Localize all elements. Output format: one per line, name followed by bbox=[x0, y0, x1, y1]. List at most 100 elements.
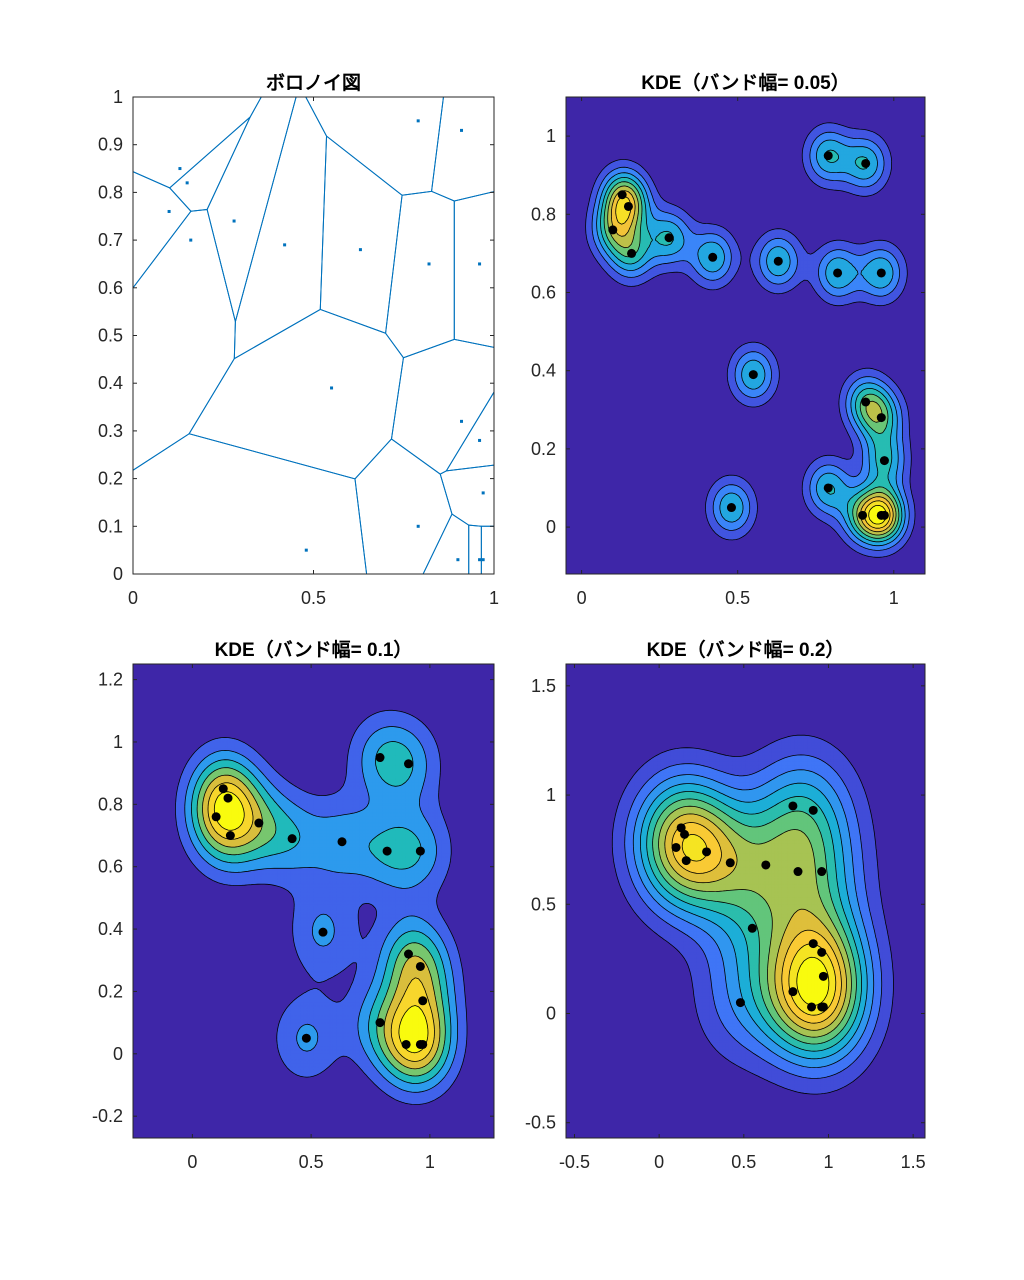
x-tick-label: 1 bbox=[823, 1152, 833, 1172]
y-tick-label: 0.3 bbox=[98, 421, 123, 441]
contour-line bbox=[196, 767, 446, 1077]
data-point bbox=[404, 949, 413, 959]
data-point bbox=[418, 996, 428, 1006]
site-point bbox=[478, 262, 482, 266]
y-tick-label: 0 bbox=[113, 564, 123, 584]
x-tick-label: 0.5 bbox=[731, 1152, 756, 1172]
site-point bbox=[283, 243, 287, 247]
contour-line bbox=[191, 741, 452, 1084]
site-point bbox=[330, 386, 334, 390]
data-point bbox=[876, 268, 886, 278]
site-point bbox=[460, 419, 464, 423]
data-point bbox=[823, 483, 833, 493]
y-tick-label: 0 bbox=[546, 1003, 556, 1023]
contour-line bbox=[207, 782, 435, 1062]
x-tick-label: -0.5 bbox=[559, 1152, 590, 1172]
chart-title: KDE（バンド幅= 0.2） bbox=[647, 638, 845, 661]
y-tick-label: 0.7 bbox=[98, 230, 123, 250]
site-point bbox=[478, 438, 482, 442]
site-point bbox=[189, 238, 193, 242]
contour-line bbox=[624, 754, 883, 1079]
y-tick-label: 1.2 bbox=[98, 670, 123, 690]
data-point bbox=[807, 1002, 817, 1012]
data-point bbox=[808, 805, 818, 815]
data-point bbox=[818, 1002, 828, 1012]
y-tick-label: 0.8 bbox=[531, 204, 556, 224]
data-point bbox=[793, 867, 803, 877]
site-point bbox=[178, 167, 182, 171]
y-tick-label: 1 bbox=[113, 87, 123, 107]
data-point bbox=[876, 413, 886, 423]
data-point bbox=[879, 456, 889, 466]
site-point bbox=[358, 248, 362, 252]
site-point bbox=[478, 558, 482, 562]
data-point bbox=[415, 846, 425, 856]
data-point bbox=[415, 961, 425, 971]
contour-line bbox=[664, 813, 847, 1031]
contour-line bbox=[591, 131, 910, 551]
data-point bbox=[788, 987, 798, 997]
contour-line bbox=[632, 769, 875, 1068]
x-tick-label: 1 bbox=[889, 588, 899, 608]
chart-title: KDE（バンド幅= 0.05） bbox=[641, 71, 849, 94]
data-point bbox=[318, 927, 328, 937]
voronoi-cell bbox=[206, 97, 297, 324]
site-point bbox=[304, 548, 308, 552]
data-point bbox=[761, 860, 771, 870]
data-point bbox=[833, 268, 843, 278]
y-tick-label: -0.2 bbox=[92, 1106, 123, 1126]
data-point bbox=[211, 812, 221, 822]
data-point bbox=[608, 225, 618, 235]
y-tick-label: 0.8 bbox=[98, 794, 123, 814]
data-point bbox=[375, 1018, 385, 1028]
y-tick-label: 0.4 bbox=[531, 361, 556, 381]
data-point bbox=[735, 998, 745, 1008]
data-point bbox=[708, 252, 718, 262]
contour-line bbox=[596, 139, 906, 547]
data-point bbox=[818, 971, 828, 981]
contour-line bbox=[611, 734, 894, 1095]
data-point bbox=[725, 858, 735, 868]
data-point bbox=[747, 923, 757, 933]
y-tick-label: 0.9 bbox=[98, 135, 123, 155]
y-tick-label: 0.2 bbox=[98, 981, 123, 1001]
data-point bbox=[702, 847, 712, 857]
axes-box bbox=[565, 96, 926, 575]
contour-line bbox=[640, 782, 868, 1060]
y-tick-label: -0.5 bbox=[525, 1113, 556, 1133]
x-tick-label: 1 bbox=[489, 588, 499, 608]
x-tick-label: 0.5 bbox=[725, 588, 750, 608]
y-tick-label: 0.6 bbox=[98, 278, 123, 298]
data-point bbox=[627, 248, 637, 258]
axes-box bbox=[565, 663, 926, 1139]
x-tick-label: 0 bbox=[654, 1152, 664, 1172]
data-point bbox=[823, 151, 833, 161]
kde-panel: 0 0.5 1 0 0.2 0.4 0.6 0.8 1 KDE（バンド幅= 0.05） bbox=[531, 71, 926, 608]
site-point bbox=[460, 128, 464, 132]
x-tick-label: 0 bbox=[128, 588, 138, 608]
x-tick-label: 0 bbox=[577, 588, 587, 608]
chart-title: KDE（バンド幅= 0.1） bbox=[215, 638, 413, 661]
data-point bbox=[287, 834, 297, 844]
data-point bbox=[817, 867, 827, 877]
y-tick-label: 1.5 bbox=[531, 676, 556, 696]
site-point bbox=[427, 262, 431, 266]
site-point bbox=[481, 558, 485, 562]
x-tick-label: 1 bbox=[425, 1152, 435, 1172]
data-point bbox=[223, 793, 233, 803]
data-point bbox=[861, 158, 871, 168]
data-point bbox=[879, 510, 889, 520]
x-tick-label: 0 bbox=[187, 1152, 197, 1172]
plot-background bbox=[133, 97, 494, 574]
data-point bbox=[218, 784, 228, 794]
contour-line bbox=[615, 195, 891, 529]
data-point bbox=[337, 837, 347, 847]
contour-line bbox=[175, 709, 468, 1105]
data-point bbox=[617, 190, 627, 200]
y-tick-label: 0 bbox=[546, 517, 556, 537]
y-tick-label: 0.8 bbox=[98, 182, 123, 202]
data-point bbox=[623, 201, 633, 211]
data-point bbox=[671, 842, 681, 852]
y-tick-label: 0.6 bbox=[98, 857, 123, 877]
